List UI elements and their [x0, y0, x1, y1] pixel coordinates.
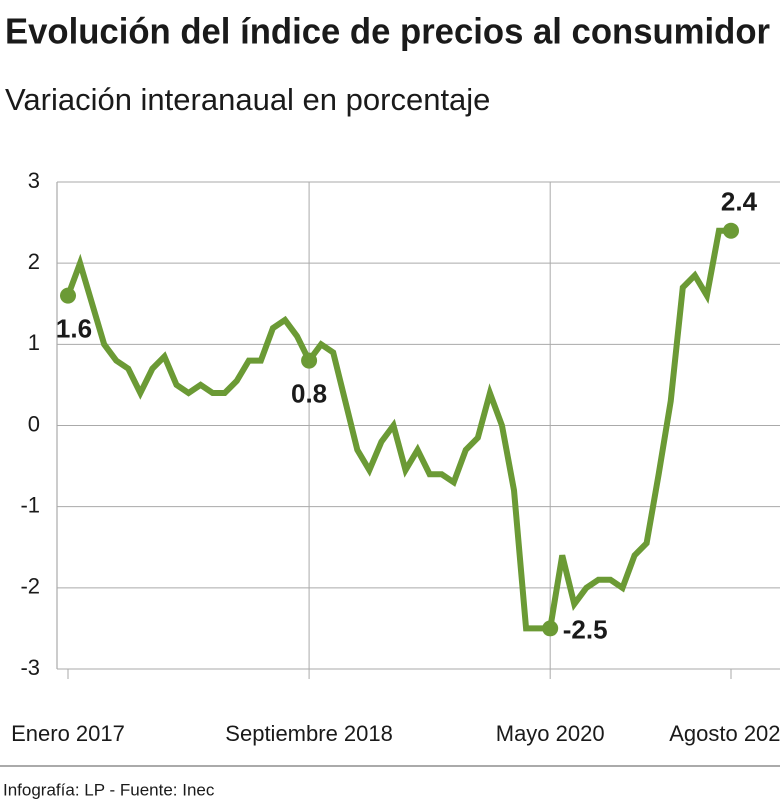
data-label: -2.5: [563, 614, 608, 644]
y-tick-label: 2: [28, 249, 40, 274]
chart-title: Evolución del índice de precios al consu…: [5, 11, 770, 52]
y-tick-label: 1: [28, 330, 40, 355]
y-tick-label: -3: [20, 655, 40, 680]
y-tick-label: -2: [20, 574, 40, 599]
point: [542, 620, 559, 637]
y-tick-label: -1: [20, 492, 40, 517]
data-label: 2.4: [721, 187, 758, 217]
chart-subtitle: Variación interanaual en porcentaje: [5, 82, 490, 117]
data-label: 0.8: [291, 378, 327, 408]
point: [723, 222, 739, 239]
y-tick-label: 0: [28, 411, 40, 436]
point: [60, 287, 76, 304]
x-tick-label: Septiembre 2018: [225, 721, 393, 746]
point: [301, 352, 318, 369]
line: [65, 227, 731, 632]
y-tick-label: 3: [28, 168, 40, 193]
x-tick-label: Mayo 2020: [496, 721, 605, 746]
data-label: 1.6: [56, 314, 92, 344]
source: Infografía: LP - Fuente: Inec: [3, 780, 215, 799]
x-tick-label: Enero 2017: [11, 721, 125, 746]
